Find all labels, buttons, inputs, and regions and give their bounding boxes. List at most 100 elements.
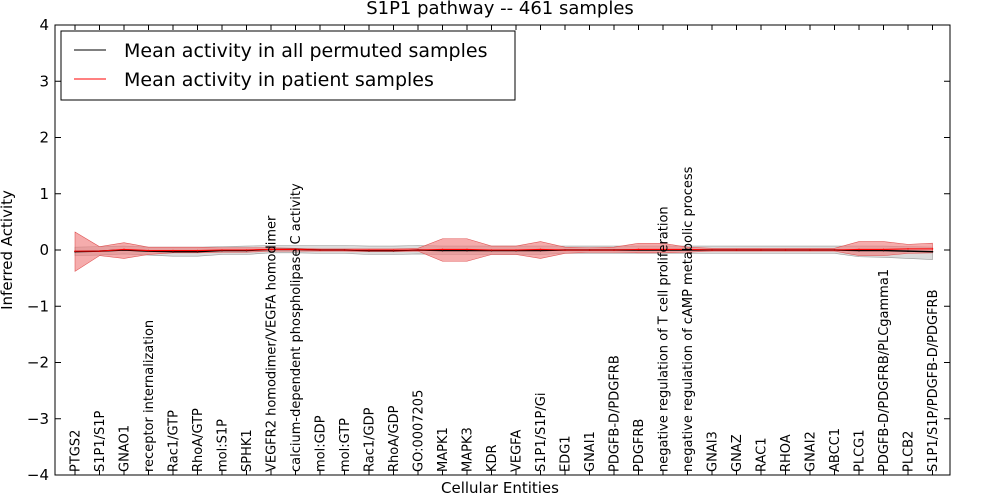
x-tick-label-31: ABCC1 (828, 428, 843, 472)
y-tick-label-5: −1 (27, 297, 49, 315)
data-point-1-9 (294, 248, 297, 251)
data-point-1-35 (931, 248, 934, 250)
data-point-1-16 (466, 248, 468, 251)
data-point-1-28 (760, 249, 762, 251)
data-point-1-26 (711, 249, 713, 251)
x-tick-label-33: PDGFB-D/PDGFRB/PLCgamma1 (877, 269, 892, 472)
y-tick-label-2: 2 (39, 129, 49, 147)
y-tick-label-3: 1 (39, 185, 49, 203)
data-point-0-33 (882, 249, 885, 252)
x-tick-label-23: PDGFRB (632, 419, 647, 472)
y-tick-label-7: −3 (27, 410, 49, 428)
x-tick-label-16: MAPK3 (461, 427, 476, 472)
data-point-1-7 (245, 249, 248, 251)
series-line-1 (75, 248, 933, 252)
confidence-band-1 (74, 231, 933, 272)
y-tick-label-4: 0 (39, 241, 49, 259)
legend: Mean activity in all permuted samples Me… (60, 30, 516, 101)
data-point-1-25 (686, 248, 689, 251)
data-point-0-32 (858, 249, 860, 252)
data-point-1-8 (270, 248, 272, 251)
chart-title: S1P1 pathway -- 461 samples (366, 0, 634, 19)
x-tick-label-5: RhoA/GTP (191, 408, 206, 472)
x-tick-label-20: EDG1 (559, 435, 574, 472)
y-tick-label-8: −4 (27, 466, 49, 484)
x-tick-label-13: RhoA/GDP (387, 405, 402, 472)
data-point-1-24 (662, 248, 664, 251)
x-tick-label-10: mol:GDP (314, 415, 329, 472)
data-point-0-15 (441, 249, 444, 252)
data-point-0-5 (196, 250, 199, 253)
x-tick-label-24: negative regulation of T cell proliferat… (657, 206, 672, 472)
data-point-1-20 (564, 249, 566, 251)
data-point-1-0 (74, 250, 76, 252)
x-tick-label-22: PDGFB-D/PDGFRB (608, 355, 623, 472)
legend-frame (60, 30, 516, 101)
data-point-1-3 (147, 249, 150, 252)
data-point-1-13 (392, 249, 395, 251)
x-tick-label-19: S1P1/S1P/Gi (534, 393, 549, 472)
x-tick-label-8: VEGFR2 homodimer/VEGFA homodimer (265, 215, 280, 472)
data-point-1-2 (123, 248, 125, 251)
x-tick-label-2: GNAO1 (118, 425, 133, 472)
plot-frame (54, 24, 951, 476)
x-tick-label-27: GNAZ (730, 434, 745, 472)
x-tick-label-14: GO:0007205 (412, 390, 427, 472)
category-labels: PTGS2 S1P1/S1P GNAO1 receptor internalizati… (69, 166, 942, 472)
x-tick-label-0: PTGS2 (69, 430, 84, 472)
x-tick-label-18: VEGFA (510, 430, 525, 472)
data-point-1-11 (343, 249, 346, 251)
series-lines (74, 248, 934, 253)
x-tick-label-7: SPHK1 (240, 429, 255, 472)
x-tick-label-30: GNAI2 (804, 431, 819, 472)
data-point-1-30 (809, 249, 811, 251)
data-point-1-32 (858, 248, 860, 251)
data-point-1-15 (441, 248, 444, 251)
data-point-1-1 (98, 250, 101, 252)
data-point-1-21 (588, 249, 591, 251)
data-point-1-14 (417, 249, 419, 251)
data-point-1-31 (833, 249, 836, 251)
legend-label-patient: Mean activity in patient samples (124, 69, 434, 91)
x-tick-label-29: RHOA (779, 434, 794, 472)
x-tick-label-35: S1P1/S1P/PDGFB-D/PDGFRB (926, 289, 941, 472)
x-tick-label-34: PLCB2 (902, 431, 917, 472)
x-tick-label-21: GNAI1 (583, 431, 598, 472)
y-tick-label-0: 4 (39, 16, 49, 34)
x-tick-label-1: S1P1/S1P (93, 410, 108, 472)
data-point-1-34 (907, 248, 909, 250)
data-point-1-6 (221, 249, 223, 251)
data-point-1-22 (613, 249, 615, 251)
x-tick-label-25: negative regulation of cAMP metabolic pr… (681, 166, 696, 472)
legend-label-permuted: Mean activity in all permuted samples (124, 40, 487, 62)
x-tick-label-3: receptor internalization (142, 320, 157, 472)
x-tick-label-32: PLCG1 (853, 429, 868, 472)
data-point-0-19 (539, 249, 542, 252)
data-point-1-4 (172, 249, 174, 252)
data-point-1-29 (784, 249, 787, 251)
data-point-1-27 (735, 249, 738, 251)
data-point-1-12 (368, 249, 370, 251)
x-tick-label-28: RAC1 (755, 437, 770, 472)
data-point-0-16 (466, 249, 468, 252)
x-tick-label-11: mol:GTP (338, 418, 353, 472)
y-axis-label: Inferred Activity (0, 190, 16, 310)
x-tick-label-15: MAPK1 (436, 427, 451, 472)
data-point-0-34 (907, 250, 909, 252)
x-tick-label-12: Rac1/GDP (363, 407, 378, 472)
data-point-1-10 (319, 249, 321, 251)
data-point-1-19 (539, 248, 542, 251)
data-point-0-4 (172, 250, 174, 253)
data-point-1-5 (196, 249, 199, 252)
data-point-1-33 (882, 248, 885, 251)
x-tick-label-26: GNAI3 (706, 431, 721, 472)
x-tick-label-4: Rac1/GTP (167, 410, 182, 472)
x-axis-label: Cellular Entities (441, 479, 559, 497)
data-point-1-17 (490, 249, 493, 251)
data-point-0-35 (931, 250, 934, 253)
y-tick-label-6: −2 (27, 354, 49, 372)
y-tick-label-1: 3 (39, 72, 49, 90)
data-point-1-18 (515, 249, 517, 251)
x-tick-label-17: KDR (485, 444, 500, 472)
